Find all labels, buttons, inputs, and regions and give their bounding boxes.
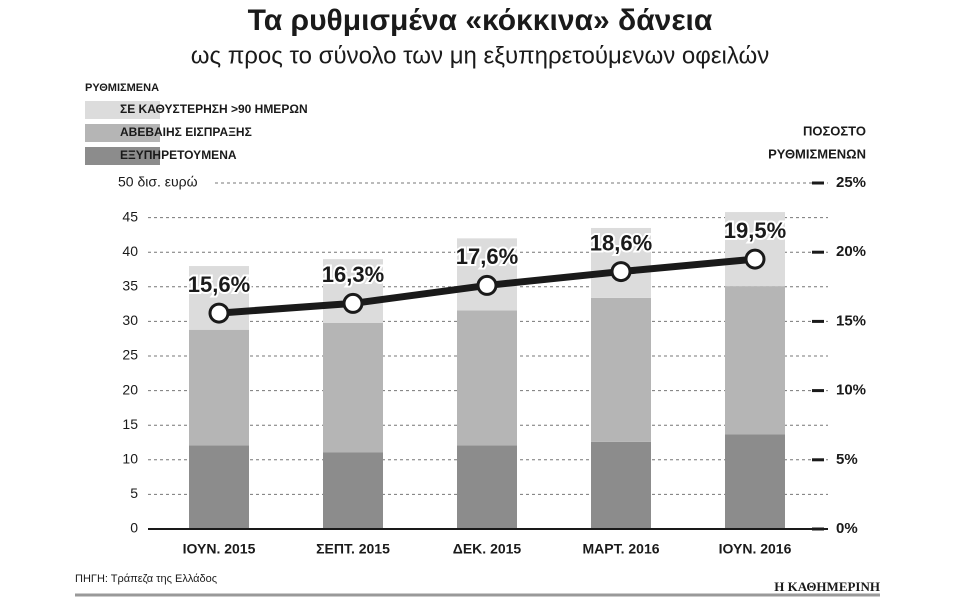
y-tick-label: 50 δισ. ευρώ: [118, 174, 198, 190]
bar-segment: [725, 434, 785, 529]
line-point: [744, 248, 766, 270]
y-tick-label: 30: [122, 312, 138, 328]
y2-tick-label: 15%: [836, 312, 866, 329]
bar-segment: [457, 310, 517, 446]
y2-tick-label: 0%: [836, 520, 858, 537]
y2-title: ΡΥΘΜΙΣΜΕΝΩΝ: [768, 146, 866, 161]
y2-tick-label: 25%: [836, 174, 866, 191]
y2-tick-label: 5%: [836, 451, 858, 468]
data-label: 16,3%: [322, 262, 384, 287]
x-tick-label: ΜΑΡΤ. 2016: [582, 541, 659, 557]
y-tick-label: 35: [122, 278, 138, 294]
bar-segment: [457, 445, 517, 529]
x-tick-label: ΙΟΥΝ. 2015: [183, 541, 256, 557]
y-tick-label: 10: [122, 451, 138, 467]
legend-swatch: [85, 147, 160, 165]
line-point: [476, 274, 498, 296]
x-tick-label: ΙΟΥΝ. 2016: [719, 541, 792, 557]
x-tick-label: ΔΕΚ. 2015: [453, 541, 522, 557]
y2-tick-label: 20%: [836, 243, 866, 260]
line-point: [342, 292, 364, 314]
y-tick-label: 20: [122, 381, 138, 397]
legend-label: ΕΞΥΠΗΡΕΤΟΥΜΕΝΑ: [120, 148, 237, 162]
bar-segment: [323, 322, 383, 453]
bar-segment: [323, 452, 383, 529]
data-label: 17,6%: [456, 244, 518, 269]
legend-label: ΑΒΕΒΑΙΗΣ ΕΙΣΠΡΑΞΗΣ: [120, 125, 252, 139]
bar-segment: [591, 297, 651, 442]
y2-title: ΠΟΣΟΣΤΟ: [803, 123, 866, 138]
y-tick-label: 0: [130, 520, 138, 536]
bar-segment: [189, 445, 249, 529]
data-label: 15,6%: [188, 272, 250, 297]
y-tick-label: 5: [130, 485, 138, 501]
line-point: [610, 261, 632, 283]
legend-swatch: [85, 101, 160, 119]
legend-title: ΡΥΘΜΙΣΜΕΝΑ: [85, 82, 159, 94]
x-tick-label: ΣΕΠΤ. 2015: [316, 541, 390, 557]
line-point: [208, 302, 230, 324]
bar-segment: [725, 286, 785, 435]
legend-label: ΣΕ ΚΑΘΥΣΤΕΡΗΣΗ >90 ΗΜΕΡΩΝ: [120, 102, 308, 116]
brand: Η ΚΑΘΗΜΕΡΙΝΗ: [774, 579, 880, 594]
y-tick-label: 25: [122, 347, 138, 363]
source: ΠΗΓΗ: Τράπεζα της Ελλάδος: [75, 573, 217, 585]
y-tick-label: 40: [122, 243, 138, 259]
bar-segment: [591, 441, 651, 529]
data-label: 19,5%: [724, 218, 786, 243]
bar-segment: [189, 329, 249, 446]
chart-title: Τα ρυθμισμένα «κόκκινα» δάνεια: [248, 4, 713, 37]
legend-swatch: [85, 124, 160, 142]
chart-subtitle: ως προς το σύνολο των μη εξυπηρετούμενων…: [191, 42, 769, 69]
y-tick-label: 45: [122, 208, 138, 224]
data-label: 18,6%: [590, 230, 652, 255]
y-tick-label: 15: [122, 416, 138, 432]
y2-tick-label: 10%: [836, 382, 866, 399]
bar-segment: [457, 238, 517, 311]
